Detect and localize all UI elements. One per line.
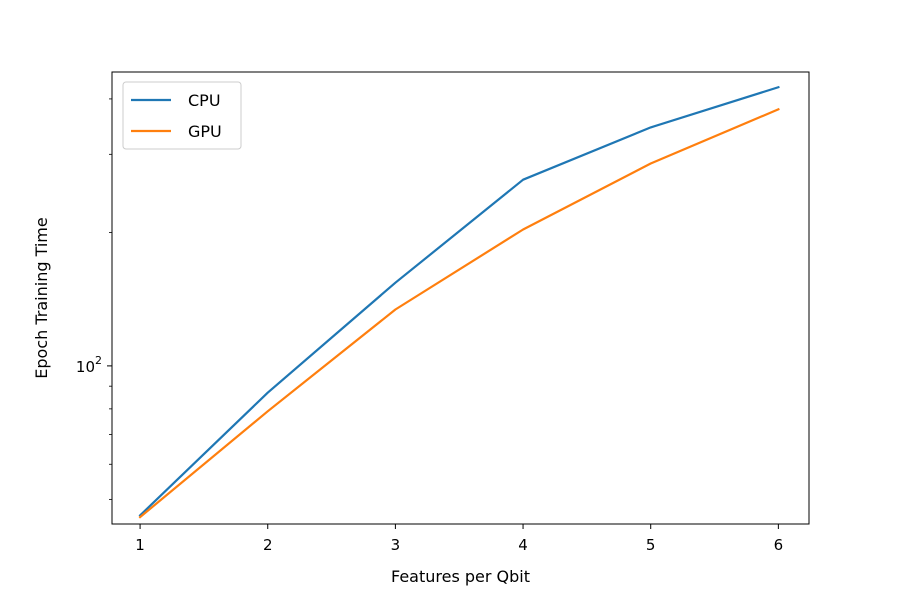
x-axis-label: Features per Qbit <box>391 567 530 586</box>
x-tick-label: 2 <box>263 536 273 554</box>
x-tick-label: 3 <box>391 536 401 554</box>
legend-label-gpu: GPU <box>188 122 222 141</box>
x-tick-label: 5 <box>646 536 656 554</box>
plot-frame <box>111 71 810 525</box>
x-tick-label: 1 <box>135 536 145 554</box>
y-tick-label: 102 <box>76 354 102 376</box>
x-tick-label: 6 <box>774 536 784 554</box>
x-axis: 1 2 3 4 5 6 <box>135 524 783 554</box>
y-tick-label-base: 10 <box>76 358 95 376</box>
legend-box <box>122 81 242 150</box>
series-layer <box>138 85 780 519</box>
y-tick-label-exponent: 2 <box>95 354 102 367</box>
series-line-gpu <box>138 107 780 519</box>
x-tick-label: 4 <box>518 536 528 554</box>
legend-label-cpu: CPU <box>188 91 221 110</box>
y-axis: 102 <box>76 98 112 500</box>
legend: CPU GPU <box>122 81 242 150</box>
y-axis-label: Epoch Training Time <box>32 217 51 378</box>
series-line-cpu <box>138 85 780 517</box>
